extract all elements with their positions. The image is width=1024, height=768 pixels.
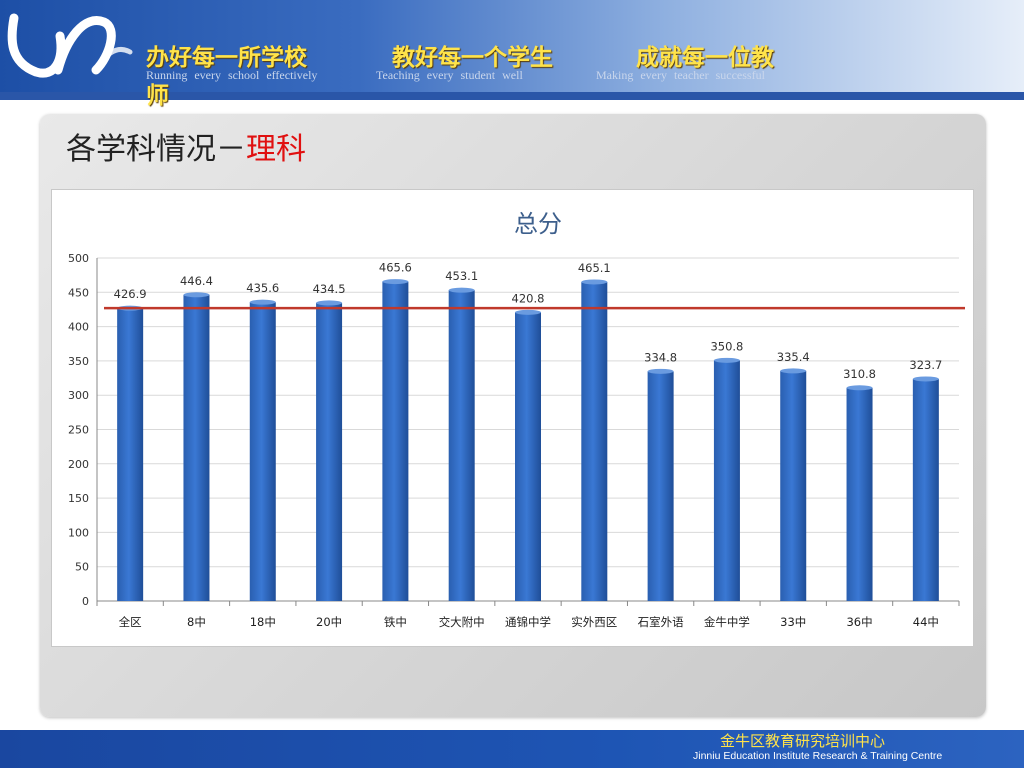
y-tick-label: 300 [68, 389, 89, 402]
slogan-en-2: Teaching every student well [376, 68, 523, 82]
y-tick-label: 450 [68, 286, 89, 299]
bar-cap [581, 279, 608, 285]
bar-cap [249, 299, 276, 305]
bar [316, 302, 343, 601]
header-divider [0, 92, 1024, 100]
x-tick-label: 实外西区 [571, 615, 617, 629]
data-label: 465.1 [578, 261, 611, 275]
bar-cap [780, 368, 807, 374]
y-tick-label: 500 [68, 252, 89, 265]
data-label: 465.6 [379, 261, 412, 275]
y-tick-label: 0 [82, 595, 89, 608]
y-tick-label: 400 [68, 321, 89, 334]
data-label: 446.4 [180, 274, 213, 288]
data-label: 323.7 [909, 358, 942, 372]
chart-title: 总分 [514, 210, 562, 238]
logo-icon [7, 13, 133, 78]
data-label: 334.8 [644, 350, 677, 364]
x-tick-label: 金牛中学 [704, 615, 750, 629]
x-tick-label: 33中 [780, 615, 806, 629]
bar-cap [515, 309, 541, 315]
bar [249, 302, 276, 601]
bar-chart: 总分 0 50 100 150 200 250 300 350 400 450 500 426.9 全区 4… [68, 210, 965, 629]
footer-org-en: Jinniu Education Institute Research & Tr… [693, 750, 943, 762]
x-tick-label: 铁中 [384, 615, 407, 629]
data-label: 420.8 [512, 291, 545, 305]
x-tick-label: 18中 [250, 615, 276, 629]
slogan-1: 办好每一所学校 [146, 44, 307, 71]
bar [846, 387, 873, 601]
bar [382, 281, 409, 601]
y-tick-label: 50 [75, 561, 89, 574]
data-label: 434.5 [313, 282, 346, 296]
data-label: 453.1 [445, 269, 478, 283]
bar-cap [912, 376, 939, 382]
footer-org-cn: 金牛区教育研究培训中心 [720, 732, 886, 750]
bar-cap [382, 279, 409, 285]
data-label: 310.8 [843, 367, 876, 381]
x-tick-label: 44中 [913, 615, 939, 629]
slogan-3: 成就每一位教 [636, 44, 774, 71]
header-banner [0, 0, 1024, 92]
x-tick-label: 全区 [119, 615, 142, 629]
page-title-highlight: 理科 [246, 132, 306, 167]
bar [912, 378, 939, 601]
bar-cap [647, 368, 674, 374]
slogan-en-3: Making every teacher successful [596, 68, 765, 82]
slogan-en-1: Running every school effectively [146, 68, 318, 82]
y-tick-label: 150 [68, 492, 89, 505]
bar [117, 308, 144, 601]
bar [581, 281, 608, 601]
bar-cap [183, 292, 210, 298]
data-label: 335.4 [777, 350, 810, 364]
bar-cap [846, 385, 873, 391]
chart-container: 总分 0 50 100 150 200 250 300 350 400 450 500 426.9 全区 4… [51, 189, 974, 647]
slogan-2: 教好每一个学生 [392, 44, 553, 71]
data-label: 426.9 [114, 287, 147, 301]
x-tick-label: 20中 [316, 615, 342, 629]
bar [647, 371, 674, 601]
y-tick-label: 200 [68, 458, 89, 471]
page-title-prefix: 各学科情况－ [66, 132, 246, 167]
bar [448, 290, 475, 601]
page-title: 各学科情况－理科 [66, 124, 306, 168]
x-tick-label: 交大附中 [439, 615, 485, 629]
y-tick-label: 250 [68, 424, 89, 437]
y-tick-label: 350 [68, 355, 89, 368]
data-label: 435.6 [246, 281, 279, 295]
bar-cap [448, 287, 475, 293]
bar-cap [316, 300, 343, 306]
y-tick-label: 100 [68, 526, 89, 539]
footer-bar [0, 730, 1024, 768]
x-tick-label: 通锦中学 [505, 615, 551, 629]
x-tick-label: 石室外语 [638, 615, 684, 629]
slogan-3-wrap: 师 [146, 82, 169, 109]
bar [515, 312, 541, 601]
bar [713, 360, 740, 601]
x-tick-label: 36中 [846, 615, 872, 629]
data-label: 350.8 [710, 339, 743, 353]
bar-cap [713, 357, 740, 363]
bar [780, 370, 807, 601]
bar [183, 294, 210, 601]
x-tick-label: 8中 [187, 615, 206, 629]
